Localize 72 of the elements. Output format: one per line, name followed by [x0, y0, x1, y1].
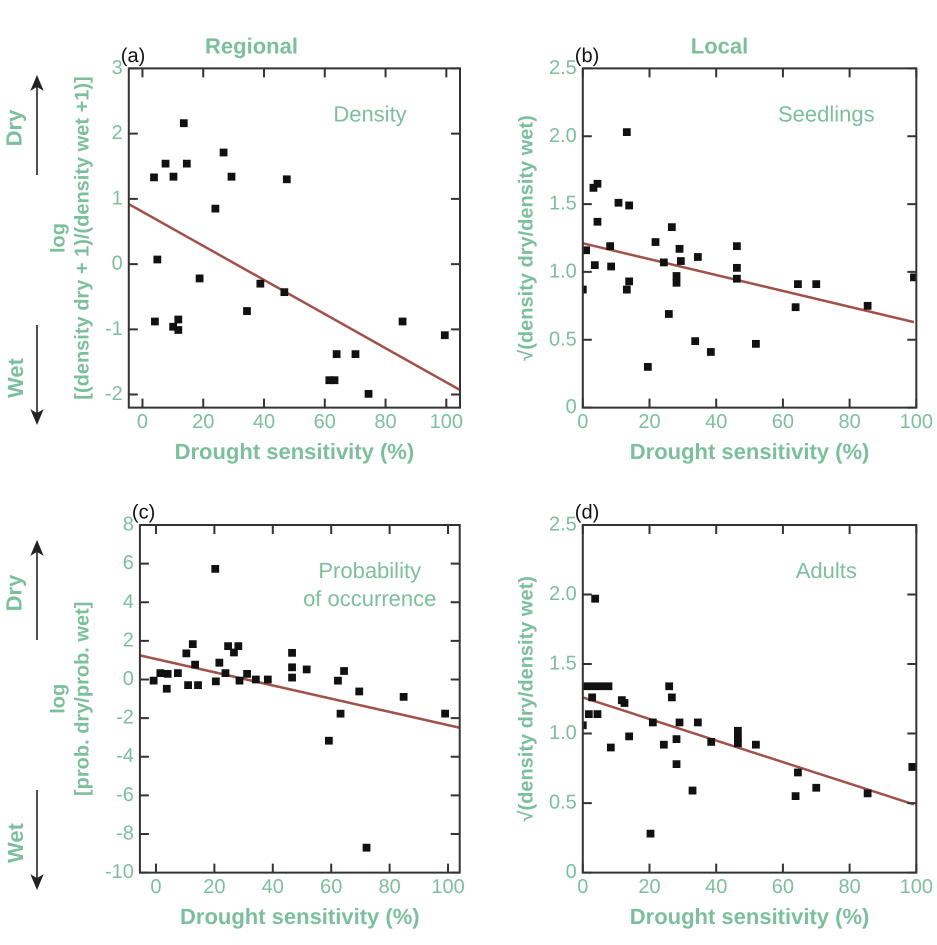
text: Dry [1, 574, 28, 612]
y-tick-label: 0.5 [548, 792, 577, 814]
y-tick-label: 1.5 [548, 192, 577, 215]
x-tick-label: 60 [314, 411, 336, 434]
y-tick-label: -2 [104, 383, 123, 406]
y-tick-label: 3 [112, 56, 123, 79]
text: Wet [2, 823, 29, 863]
y-tick-label: 2.5 [548, 56, 577, 79]
annotation: Density [333, 101, 407, 126]
y-tick-label: 0 [112, 252, 123, 275]
x-axis-title: Drought sensitivity (%) [174, 438, 414, 464]
y-tick-label: 2 [122, 629, 134, 652]
annotation: Probability of occurrence [303, 558, 436, 612]
y-tick-label: 2.5 [548, 514, 577, 536]
text: (d) [574, 502, 600, 524]
y-tick-label: 1 [112, 187, 123, 210]
x-tick-label: 20 [638, 876, 661, 898]
text: (c) [132, 502, 156, 524]
x-tick-label: 100 [430, 411, 464, 434]
x-tick-label: 20 [192, 411, 214, 434]
y-tick-label: 1.0 [548, 722, 577, 744]
y-axis-title: √(density dry/density wet) [516, 115, 538, 361]
y-tick-label: 6 [122, 552, 134, 574]
x-tick-label: 20 [638, 411, 661, 434]
x-tick-label: 0 [136, 411, 148, 434]
x-tick-label: 40 [252, 411, 276, 434]
annotation: Adults [796, 558, 857, 584]
y-tick-label: 1.5 [548, 652, 577, 675]
text: Dry [1, 110, 28, 146]
y-axis-title: log [(density dry + 1)/(density wet +1)] [48, 76, 94, 400]
y-tick-label: 2 [112, 122, 123, 144]
x-tick-label: 60 [772, 411, 794, 434]
chart-title: Local [690, 33, 748, 58]
x-tick-label: 80 [374, 411, 397, 434]
x-tick-label: 60 [320, 876, 342, 898]
y-tick-label: -8 [116, 822, 134, 844]
annotation: Seedlings [778, 101, 875, 126]
y-tick-label: 2.0 [548, 583, 577, 606]
y-tick-label: 1.0 [548, 260, 577, 282]
x-tick-label: 100 [900, 411, 934, 434]
y-tick-label: 4 [122, 590, 134, 613]
y-tick-label: 0 [566, 861, 577, 884]
y-tick-label: -6 [116, 784, 134, 806]
chart-title: Regional [205, 33, 298, 58]
x-axis-title: Drought sensitivity (%) [630, 904, 870, 929]
y-tick-label: 2.0 [548, 124, 577, 147]
x-tick-label: 40 [705, 411, 728, 434]
x-tick-label: 20 [203, 876, 226, 898]
y-axis-title: √(density dry/density wet) [516, 576, 538, 822]
x-tick-label: 80 [838, 411, 861, 434]
x-tick-label: 60 [772, 876, 794, 898]
x-tick-label: 80 [378, 876, 401, 898]
y-tick-label: -4 [116, 745, 134, 768]
x-tick-label: 40 [262, 876, 284, 898]
text: (b) [574, 44, 600, 67]
x-tick-label: 80 [838, 876, 861, 898]
y-tick-label: 8 [122, 514, 134, 536]
y-tick-label: 0 [122, 668, 134, 690]
y-tick-label: -2 [116, 706, 134, 729]
x-tick-label: 100 [431, 876, 465, 898]
text: Wet [2, 358, 29, 398]
y-tick-label: 0 [566, 396, 577, 418]
y-axis-title: log [prob. dry/prob. wet] [48, 602, 94, 796]
y-tick-label: 0.5 [548, 328, 577, 350]
x-tick-label: 0 [150, 876, 162, 898]
x-tick-label: 100 [900, 876, 934, 898]
x-axis-title: Drought sensitivity (%) [180, 904, 420, 929]
x-axis-title: Drought sensitivity (%) [630, 438, 870, 464]
y-tick-label: -1 [104, 318, 123, 340]
x-tick-label: 40 [705, 876, 728, 898]
y-tick-label: -10 [105, 861, 134, 884]
text: (a) [120, 44, 146, 67]
